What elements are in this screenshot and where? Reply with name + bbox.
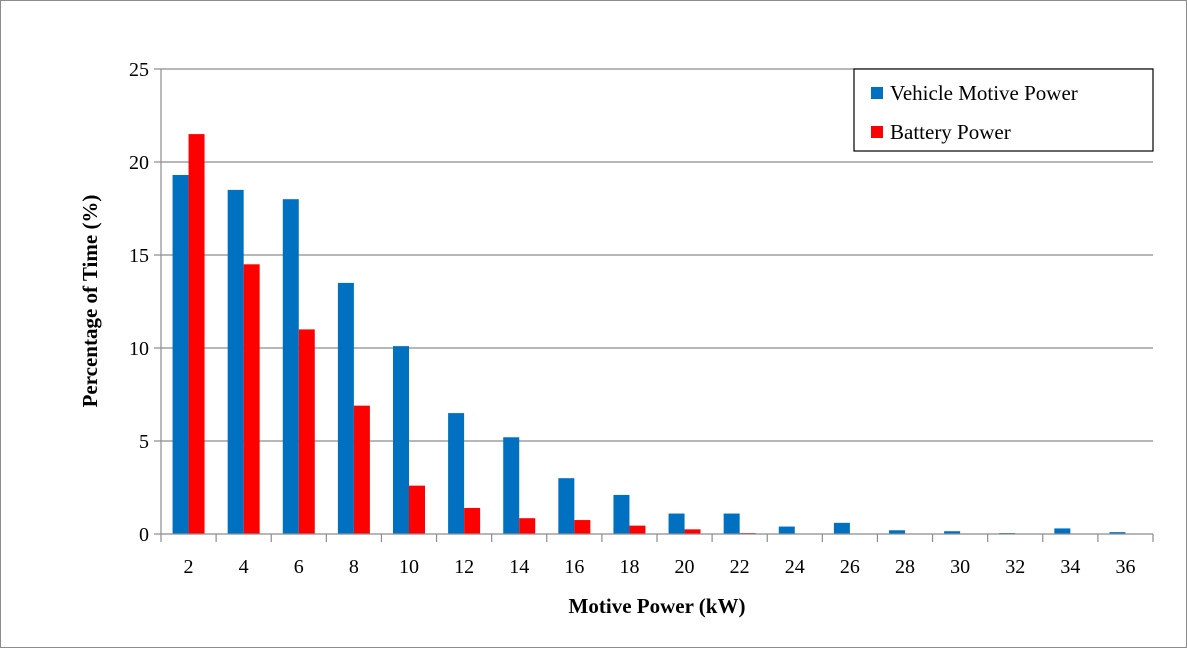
bar-vehicle-motive-power-36 [1109,532,1126,534]
bar-vehicle-motive-power-34 [1054,528,1071,534]
legend-box [853,68,1154,152]
bar-battery-power-4 [243,264,260,534]
x-tick-label-22: 22 [730,556,750,578]
x-tick-label-12: 12 [454,556,474,578]
bar-vehicle-motive-power-18 [613,494,630,534]
x-tick-label-20: 20 [675,556,695,578]
bar-vehicle-motive-power-12 [448,413,465,534]
bar-vehicle-motive-power-10 [393,346,409,534]
bar-vehicle-motive-power-14 [503,437,520,534]
y-tick-label-0: 0 [139,524,149,546]
axes [160,69,1154,542]
bar-battery-power-16 [574,520,591,534]
y-axis-title: Percentage of Time (%) [78,195,102,408]
x-tick-label-30: 30 [950,556,970,578]
x-axis-title: Motive Power (kW) [569,594,746,618]
bars [172,134,1126,534]
legend-label-vehicle-motive-power: Vehicle Motive Power [890,81,1078,105]
bar-vehicle-motive-power-2 [172,175,189,534]
bar-battery-power-6 [298,329,315,534]
legend-label-battery-power: Battery Power [890,120,1011,144]
bar-vehicle-motive-power-16 [558,478,575,534]
bar-vehicle-motive-power-4 [227,189,244,534]
bar-vehicle-motive-power-8 [337,282,354,534]
x-tick-label-24: 24 [785,556,805,578]
bar-vehicle-motive-power-20 [668,513,685,534]
x-tick-label-28: 28 [895,556,915,578]
x-tick-label-32: 32 [1005,556,1025,578]
legend: Vehicle Motive Power Battery Power [853,68,1154,152]
y-tick-label-20: 20 [129,152,149,174]
y-tick-label-10: 10 [129,338,149,360]
bar-battery-power-20 [684,529,701,534]
x-tick-label-2: 2 [184,556,194,578]
bar-battery-power-12 [464,507,481,534]
x-tick-label-4: 4 [239,556,249,578]
bar-vehicle-motive-power-30 [944,531,961,534]
x-tick-label-6: 6 [294,556,304,578]
legend-swatch-battery-power [871,126,883,138]
x-tick-label-18: 18 [619,556,639,578]
x-tick-labels: 2 4 6 8 10 12 14 16 18 20 22 24 26 28 30 32 34 36 [184,556,1136,578]
bar-battery-power-18 [629,525,646,534]
x-tick-label-10: 10 [399,556,419,578]
bar-battery-power-2 [188,134,205,534]
bar-battery-power-14 [519,518,536,534]
x-tick-label-14: 14 [509,556,529,578]
x-tick-label-34: 34 [1060,556,1080,578]
x-tick-label-36: 36 [1115,556,1135,578]
y-tick-labels: 0 5 10 15 20 25 [129,59,149,546]
bar-vehicle-motive-power-26 [833,522,850,534]
x-tick-label-8: 8 [349,556,359,578]
y-tick-label-5: 5 [139,431,149,453]
bar-vehicle-motive-power-28 [889,530,905,534]
legend-swatch-vehicle-motive-power [871,87,883,99]
bar-vehicle-motive-power-22 [723,513,740,534]
bar-battery-power-10 [409,485,425,534]
y-tick-label-15: 15 [129,245,149,267]
bar-vehicle-motive-power-6 [282,199,299,534]
bar-battery-power-8 [353,405,370,534]
x-tick-label-26: 26 [840,556,860,578]
y-tick-label-25: 25 [129,59,149,81]
bar-vehicle-motive-power-24 [778,526,795,534]
x-tick-label-16: 16 [564,556,584,578]
